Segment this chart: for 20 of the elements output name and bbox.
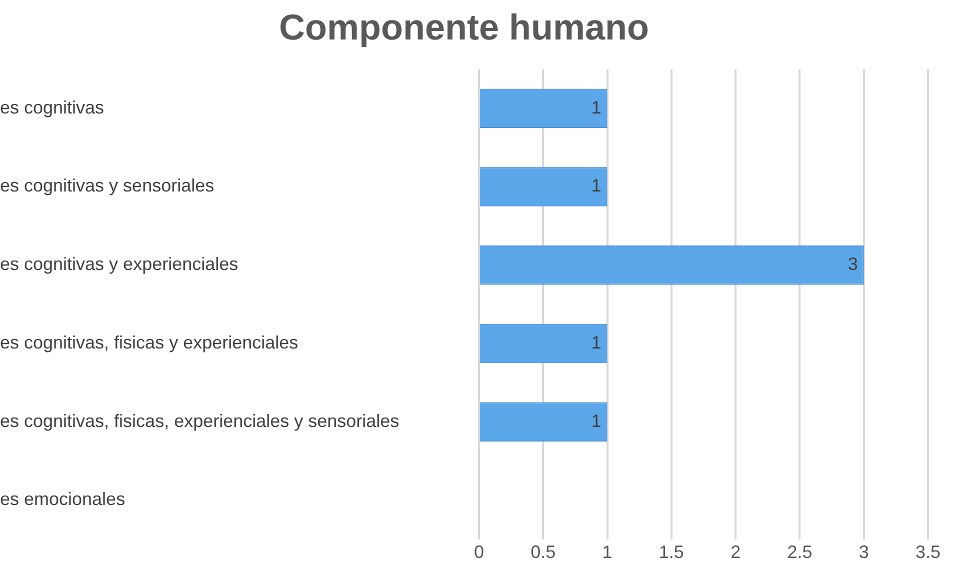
y-tick-label: es cognitivas, fisicas y experienciales xyxy=(0,332,298,352)
data-label: 1 xyxy=(591,332,602,352)
y-tick-label: es emocionales xyxy=(0,489,126,510)
x-tick-label: 0 xyxy=(474,542,484,562)
y-tick-label: es cognitivas xyxy=(0,97,104,118)
data-label: 1 xyxy=(591,176,602,196)
x-tick-label: 3.5 xyxy=(915,542,941,562)
x-tick-label: 1 xyxy=(602,542,612,562)
y-tick-label: es cognitivas y sensoriales xyxy=(0,176,214,196)
x-tick-label: 3 xyxy=(858,542,869,562)
x-tick-label: 0.5 xyxy=(530,542,556,562)
y-tick-label: es cognitivas, fisicas, experienciales y sensoriales xyxy=(0,410,400,431)
data-label: 1 xyxy=(591,97,602,118)
x-tick-label: 1.5 xyxy=(658,542,684,562)
data-label: 3 xyxy=(848,254,858,274)
x-tick-label: 2 xyxy=(730,542,741,562)
data-label: 1 xyxy=(591,410,602,431)
chart-title: Componente humano xyxy=(279,6,649,48)
y-tick-label: es cognitivas y experienciales xyxy=(0,254,238,274)
x-tick-label: 2.5 xyxy=(787,542,812,562)
